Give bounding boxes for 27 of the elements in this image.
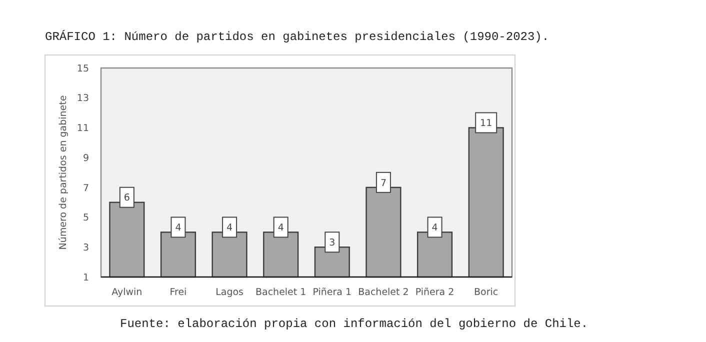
data-label: 3 [329,237,336,248]
data-label: 4 [226,222,233,234]
y-axis-title: Número de partidos en gabinete [58,95,69,250]
data-label: 4 [175,222,182,234]
source-note: Fuente: elaboración propia con información del gobierno de Chile. [120,317,588,331]
y-tick-label: 1 [82,272,89,284]
y-tick-label: 15 [76,63,89,74]
x-tick-label: Frei [170,287,187,298]
x-tick-label: Bachelet 2 [358,287,409,298]
x-tick-label: Bachelet 1 [255,287,306,298]
chart-title: GRÁFICO 1: Número de partidos en gabinetes presidenciales (1990-2023). [45,30,550,44]
y-tick-label: 7 [82,182,89,194]
data-label: 4 [278,222,284,234]
x-tick-label: Aylwin [112,287,142,298]
data-label: 11 [480,118,492,130]
x-tick-label: Lagos [216,287,244,298]
data-label: 4 [432,222,438,234]
y-tick-label: 9 [82,152,89,164]
x-tick-label: Boric [474,287,498,298]
x-tick-label: Piñera 2 [415,287,454,298]
y-tick-label: 5 [82,212,89,224]
data-label: 7 [380,178,386,189]
y-tick-label: 13 [76,93,89,104]
data-label: 6 [124,192,130,204]
y-tick-label: 3 [82,242,89,254]
x-tick-label: Piñera 1 [312,287,352,298]
y-tick-label: 11 [76,123,89,134]
